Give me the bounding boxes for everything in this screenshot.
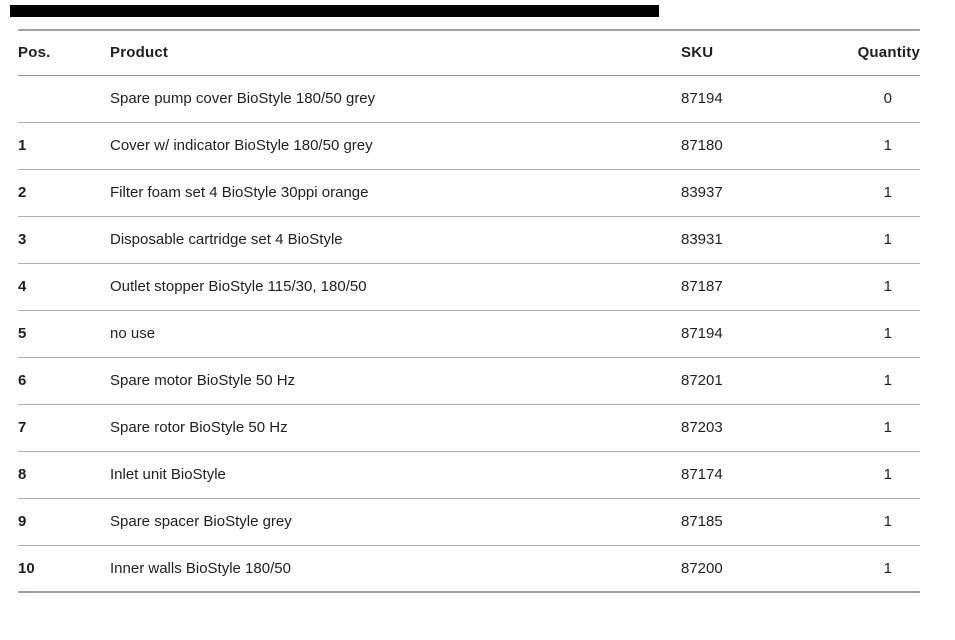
column-header-quantity: Quantity (857, 44, 920, 62)
table-row: 10 Inner walls BioStyle 180/50 87200 1 (18, 545, 920, 592)
sku-cell: 87200 (681, 559, 723, 577)
product-cell: Cover w/ indicator BioStyle 180/50 grey (110, 137, 373, 154)
sku-cell: 87174 (681, 466, 723, 483)
quantity-cell: 1 (883, 419, 892, 436)
table-row: 9 Spare spacer BioStyle grey 87185 1 (18, 498, 920, 545)
table-row: 3 Disposable cartridge set 4 BioStyle 83… (18, 216, 920, 263)
sku-cell: 83937 (681, 184, 723, 201)
header-row: Pos. Product SKU Quantity (18, 30, 920, 75)
quantity-cell: 1 (883, 372, 892, 389)
pos-cell: 1 (18, 137, 27, 154)
quantity-cell: 1 (883, 466, 892, 483)
table-row: 7 Spare rotor BioStyle 50 Hz 87203 1 (18, 404, 920, 451)
table-body: Spare pump cover BioStyle 180/50 grey 87… (18, 75, 920, 592)
product-cell: Inner walls BioStyle 180/50 (110, 559, 291, 577)
product-cell: Spare motor BioStyle 50 Hz (110, 372, 296, 389)
sku-cell: 87180 (681, 137, 723, 154)
table-row: Spare pump cover BioStyle 180/50 grey 87… (18, 75, 920, 122)
pos-cell (18, 75, 110, 122)
column-header-sku: SKU (681, 44, 714, 62)
product-cell: Outlet stopper BioStyle 115/30, 180/50 (110, 278, 367, 295)
quantity-cell: 1 (883, 325, 892, 342)
pos-cell: 5 (18, 325, 27, 342)
sku-cell: 87194 (681, 325, 723, 342)
sku-cell: 87185 (681, 513, 723, 530)
pos-cell: 10 (18, 559, 35, 577)
quantity-cell: 0 (883, 90, 892, 107)
pos-cell: 7 (18, 419, 27, 436)
product-cell: no use (110, 325, 156, 342)
table-header: Pos. Product SKU Quantity (18, 30, 920, 75)
product-cell: Filter foam set 4 BioStyle 30ppi orange (110, 184, 369, 201)
pos-cell: 8 (18, 466, 27, 483)
spare-parts-section: Pos. Product SKU Quantity Spare pump cov… (18, 29, 920, 593)
quantity-cell: 1 (883, 513, 892, 530)
product-cell: Spare rotor BioStyle 50 Hz (110, 419, 288, 436)
pos-cell: 6 (18, 372, 27, 389)
quantity-cell: 1 (883, 278, 892, 295)
quantity-cell: 1 (883, 184, 892, 201)
table-row: 6 Spare motor BioStyle 50 Hz 87201 1 (18, 357, 920, 404)
pos-cell: 2 (18, 184, 27, 201)
pos-cell: 9 (18, 513, 27, 530)
product-cell: Inlet unit BioStyle (110, 466, 226, 483)
top-divider-bar (10, 5, 659, 17)
quantity-cell: 1 (883, 137, 892, 154)
pos-cell: 3 (18, 231, 27, 248)
table-row: 1 Cover w/ indicator BioStyle 180/50 gre… (18, 122, 920, 169)
column-header-pos: Pos. (18, 44, 51, 62)
product-cell: Spare pump cover BioStyle 180/50 grey (110, 90, 376, 107)
table-row: 5 no use 87194 1 (18, 310, 920, 357)
pos-cell: 4 (18, 278, 27, 295)
product-cell: Disposable cartridge set 4 BioStyle (110, 231, 343, 248)
sku-cell: 87187 (681, 278, 723, 295)
product-cell: Spare spacer BioStyle grey (110, 513, 292, 530)
table-row: 4 Outlet stopper BioStyle 115/30, 180/50… (18, 263, 920, 310)
sku-cell: 87201 (681, 372, 723, 389)
column-header-product: Product (110, 44, 169, 62)
sku-cell: 83931 (681, 231, 723, 248)
quantity-cell: 1 (883, 559, 892, 577)
quantity-cell: 1 (883, 231, 892, 248)
sku-cell: 87194 (681, 90, 723, 107)
spare-parts-table: Pos. Product SKU Quantity Spare pump cov… (18, 29, 920, 593)
table-row: 2 Filter foam set 4 BioStyle 30ppi orang… (18, 169, 920, 216)
sku-cell: 87203 (681, 419, 723, 436)
table-row: 8 Inlet unit BioStyle 87174 1 (18, 451, 920, 498)
